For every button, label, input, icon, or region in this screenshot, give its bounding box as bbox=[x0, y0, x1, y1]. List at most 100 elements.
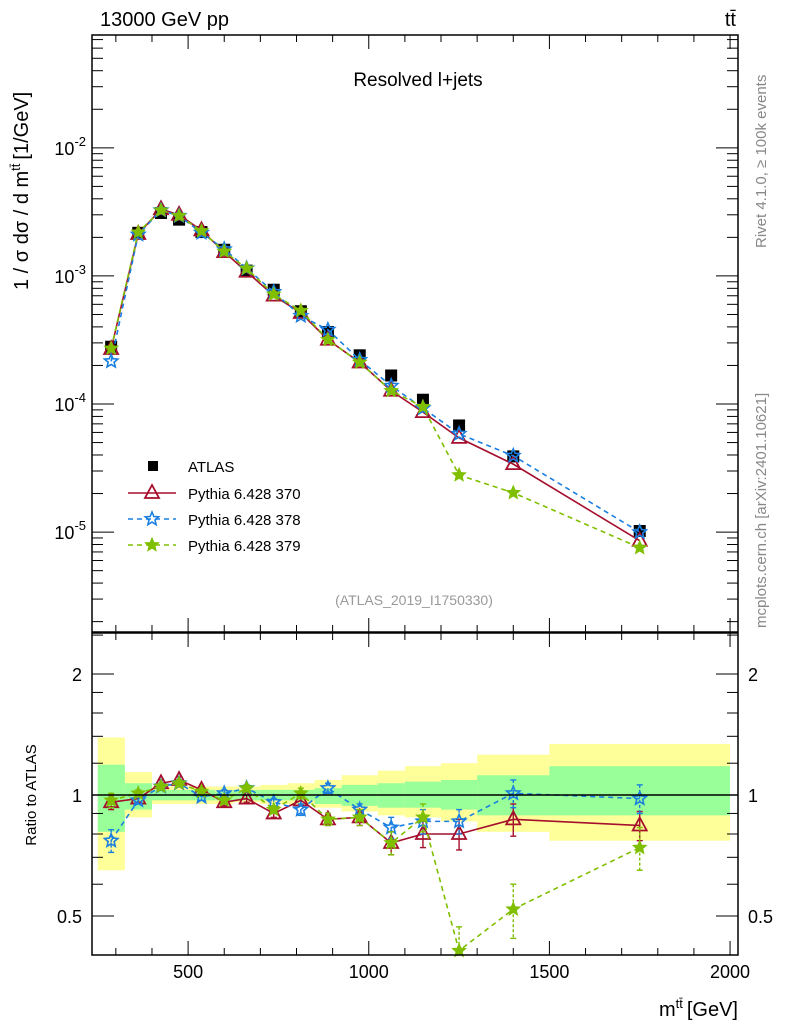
ratio-y-axis-label: Ratio to ATLAS bbox=[23, 744, 40, 845]
star-marker bbox=[382, 818, 400, 835]
star-marker bbox=[505, 484, 522, 500]
star-marker bbox=[153, 778, 169, 794]
star-marker bbox=[103, 792, 120, 808]
star-marker bbox=[631, 522, 649, 540]
triangle-marker bbox=[450, 824, 468, 840]
x-tick-label: 1000 bbox=[349, 962, 389, 982]
star-marker bbox=[505, 900, 522, 916]
x-tick-label: 2000 bbox=[710, 962, 750, 982]
star-marker bbox=[631, 789, 649, 806]
star-marker bbox=[351, 809, 368, 825]
y-tick-label-base: 10 bbox=[54, 139, 74, 159]
ratio-tick-label-left: 0.5 bbox=[57, 907, 82, 927]
star-marker bbox=[130, 784, 147, 801]
triangle-marker bbox=[238, 788, 256, 805]
series-layer bbox=[102, 199, 649, 958]
y-tick-label-exponent: -3 bbox=[74, 262, 86, 277]
triangle-marker bbox=[504, 809, 522, 826]
star-marker bbox=[319, 779, 337, 796]
y-tick-label: 10-5 bbox=[54, 518, 86, 543]
ratio-line-1 bbox=[110, 782, 640, 842]
stat-uncertainty-band bbox=[314, 788, 342, 804]
star-marker bbox=[451, 942, 467, 958]
star-marker bbox=[415, 398, 431, 414]
star-marker bbox=[292, 302, 309, 318]
atlas-data-point bbox=[385, 369, 398, 382]
legend-label-atlas: ATLAS bbox=[188, 459, 234, 476]
star-marker bbox=[130, 224, 147, 239]
star-marker bbox=[292, 800, 310, 818]
ratio-tick-label-right: 0.5 bbox=[748, 907, 773, 927]
star-marker bbox=[193, 222, 210, 238]
series-line-0 bbox=[110, 208, 641, 542]
star-marker bbox=[143, 509, 161, 527]
star-marker bbox=[320, 811, 336, 827]
star-marker bbox=[451, 466, 467, 482]
star-marker bbox=[450, 812, 468, 829]
triangle-marker bbox=[504, 454, 522, 471]
y-tick-label-exponent: -2 bbox=[74, 134, 86, 149]
y-tick-label: 10-3 bbox=[54, 262, 86, 287]
x-axis-label-sup: tt̄ bbox=[676, 996, 684, 1011]
y-tick-label: 10-4 bbox=[54, 390, 86, 415]
triangle-marker bbox=[143, 483, 161, 499]
ratio-line-0 bbox=[111, 779, 640, 844]
series-line-2 bbox=[110, 209, 641, 549]
plot-title: Resolved l+jets bbox=[353, 70, 482, 91]
star-marker bbox=[102, 352, 120, 369]
star-marker bbox=[238, 779, 255, 795]
y-axis-label: 1 / σ dσ / d mtt̄ [1/GeV] bbox=[8, 92, 33, 290]
star-marker bbox=[383, 382, 400, 398]
legend: ATLAS Pythia 6.428 370 Pythia 6.428 378 Py… bbox=[128, 459, 301, 555]
ratio-tick-label-left: 2 bbox=[72, 665, 82, 685]
ratio-panel-frame bbox=[91, 632, 739, 956]
analysis-label: (ATLAS_2019_I1750330) bbox=[335, 592, 493, 608]
star-marker bbox=[504, 446, 522, 464]
star-marker bbox=[631, 839, 648, 855]
series-line-1 bbox=[110, 209, 641, 533]
star-marker bbox=[320, 331, 336, 347]
star-marker bbox=[504, 784, 522, 801]
star-marker bbox=[216, 792, 233, 808]
y-tick-label-base: 10 bbox=[54, 267, 74, 287]
y-tick-label-base: 10 bbox=[54, 523, 74, 543]
x-tick-label: 500 bbox=[173, 962, 203, 982]
legend-marker-atlas bbox=[148, 461, 158, 471]
star-marker bbox=[450, 424, 468, 442]
y-tick-label: 10-2 bbox=[54, 134, 86, 159]
y-axis-label-main: 1 / σ dσ / d m bbox=[11, 171, 33, 290]
y-tick-label-exponent: -5 bbox=[74, 518, 86, 533]
star-marker bbox=[103, 340, 120, 356]
star-marker bbox=[292, 784, 309, 801]
x-axis-label-unit: [GeV] bbox=[687, 999, 738, 1021]
legend-label-0: Pythia 6.428 370 bbox=[188, 486, 301, 503]
star-marker bbox=[129, 225, 147, 242]
y-axis-label-sup: tt̄ bbox=[8, 163, 23, 171]
star-marker bbox=[265, 801, 282, 817]
y-tick-label-base: 10 bbox=[54, 395, 74, 415]
ratio-tick-label-right: 2 bbox=[748, 665, 758, 685]
star-marker bbox=[153, 202, 169, 217]
ratio-tick-label-left: 1 bbox=[72, 786, 82, 806]
y-tick-label-exponent: -4 bbox=[74, 390, 86, 405]
star-marker bbox=[102, 831, 120, 849]
star-marker bbox=[238, 260, 255, 276]
legend-label-2: Pythia 6.428 379 bbox=[188, 538, 301, 555]
star-marker bbox=[383, 834, 400, 850]
y-axis-label-unit: [1/GeV] bbox=[11, 92, 33, 160]
star-marker bbox=[351, 354, 368, 370]
x-tick-label: 1500 bbox=[529, 962, 569, 982]
legend-label-1: Pythia 6.428 378 bbox=[188, 512, 301, 529]
star-marker bbox=[631, 539, 648, 555]
star-marker bbox=[129, 791, 147, 808]
header-left: 13000 GeV pp bbox=[100, 9, 229, 31]
star-marker bbox=[144, 536, 160, 552]
star-marker bbox=[171, 207, 187, 223]
x-axis-label: mtt̄ [GeV] bbox=[659, 996, 738, 1021]
star-marker bbox=[415, 809, 431, 825]
star-marker bbox=[216, 243, 233, 259]
x-axis-label-main: m bbox=[659, 999, 676, 1021]
star-marker bbox=[265, 286, 282, 302]
